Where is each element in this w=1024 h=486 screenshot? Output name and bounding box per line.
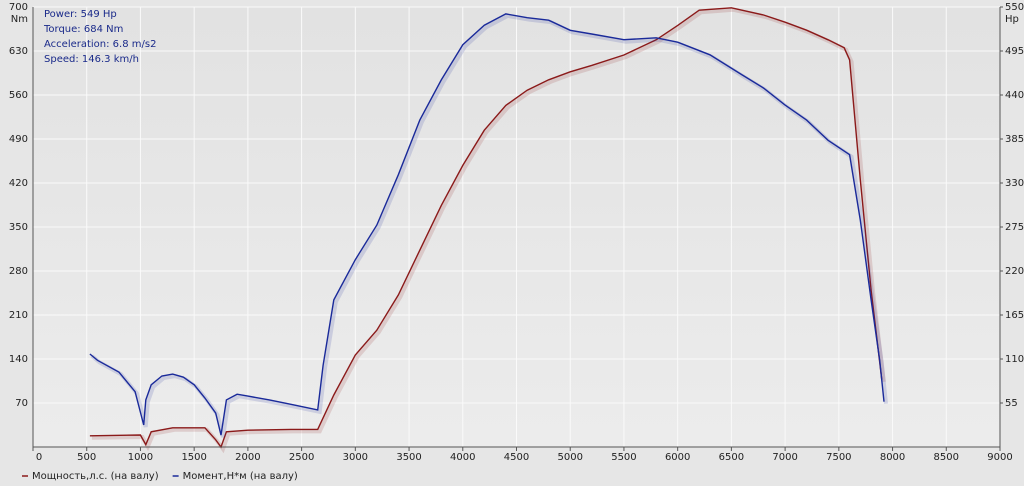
x-tick-label: 7000 — [772, 452, 797, 463]
x-tick-label: 8000 — [880, 452, 905, 463]
x-tick-label: 1500 — [181, 452, 206, 463]
info-text: Torque: 684 Nm — [43, 24, 123, 35]
legend-label: Мощность,л.с. (на валу) — [32, 471, 159, 482]
data-line — [89, 7, 883, 449]
y-tick-label: 490 — [9, 134, 28, 145]
y2-tick-label: 440 — [1005, 90, 1024, 101]
x-tick-label: 4500 — [504, 452, 529, 463]
y-tick-label: 280 — [9, 266, 28, 277]
x-tick-label: 9000 — [987, 452, 1012, 463]
x-tick-label: 4000 — [450, 452, 475, 463]
data-line — [89, 13, 885, 436]
y2-tick-label: 110 — [1005, 354, 1024, 365]
y2-tick-label: 330 — [1005, 178, 1024, 189]
x-tick-label: 500 — [77, 452, 96, 463]
x-tick-label: 3500 — [396, 452, 421, 463]
legend: Мощность,л.с. (на валу) Момент,Н*м (на ва… — [22, 471, 298, 482]
y2-tick-label: 55 — [1005, 398, 1018, 409]
x-tick-label: 3000 — [343, 452, 368, 463]
y2-axis-label: Hp — [1005, 14, 1019, 25]
x-tick-label: 6500 — [719, 452, 744, 463]
y-tick-label: 140 — [9, 354, 28, 365]
y-tick-label: 70 — [15, 398, 28, 409]
y-tick-label: 210 — [9, 310, 28, 321]
y-tick-label: 350 — [9, 222, 28, 233]
legend-label: Момент,Н*м (на валу) — [183, 471, 298, 482]
x-tick-label: 8500 — [934, 452, 959, 463]
x-tick-label: 1000 — [128, 452, 153, 463]
x-tick-label: 5500 — [611, 452, 636, 463]
y2-tick-label: 495 — [1005, 46, 1024, 57]
x-tick-label: 6000 — [665, 452, 690, 463]
info-text: Acceleration: 6.8 m/s2 — [44, 39, 156, 50]
y-tick-label: 420 — [9, 178, 28, 189]
x-tick-label: 0 — [36, 452, 42, 463]
y2-tick-label: 275 — [1005, 222, 1024, 233]
x-tick-label: 2500 — [289, 452, 314, 463]
y-tick-label: 700 — [9, 2, 28, 13]
lines — [89, 7, 888, 454]
x-tick-label: 7500 — [826, 452, 851, 463]
y2-tick-label: 220 — [1005, 266, 1024, 277]
info-text: Speed: 146.3 km/h — [44, 54, 139, 65]
y-tick-label: 560 — [9, 90, 28, 101]
y2-tick-label: 385 — [1005, 134, 1024, 145]
y-tick-label: 630 — [9, 46, 28, 57]
y-axis-label: Nm — [11, 14, 28, 25]
y2-tick-label: 165 — [1005, 310, 1024, 321]
x-tick-label: 5000 — [557, 452, 582, 463]
y2-tick-label: 550 — [1005, 2, 1024, 13]
x-tick-label: 2000 — [235, 452, 260, 463]
info-text: Power: 549 Hp — [44, 9, 117, 20]
